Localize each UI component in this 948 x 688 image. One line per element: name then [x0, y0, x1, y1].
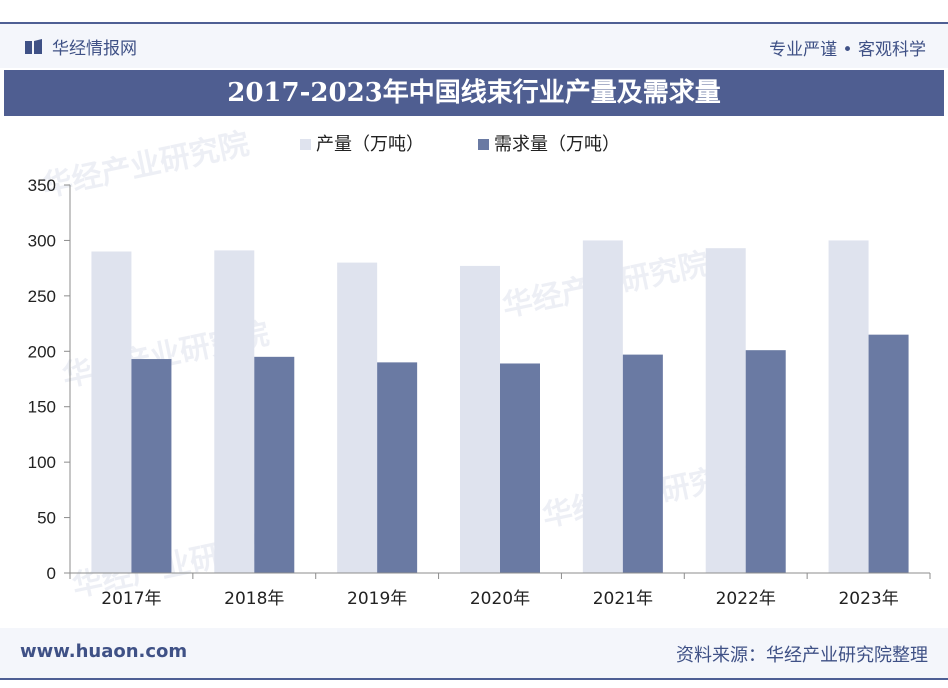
x-axis: 2017年 2018年 2019年 2020年 2021年 2022年 2023年 — [69, 572, 931, 609]
legend-swatch — [300, 139, 311, 150]
top-rule — [0, 22, 948, 24]
y-tick-label: 300 — [28, 231, 56, 250]
y-tick-label: 0 — [47, 564, 56, 583]
x-tick-label: 2023年 — [838, 589, 898, 609]
bar-demand — [622, 354, 663, 573]
legend-swatch — [478, 139, 489, 150]
brand-name: 华经情报网 — [52, 39, 137, 59]
bar-production — [828, 240, 869, 573]
y-tick-label: 100 — [28, 453, 56, 472]
bar-demand — [254, 356, 295, 573]
chart-title: 2017-2023年中国线束行业产量及需求量 — [227, 78, 721, 108]
x-tick-label: 2022年 — [716, 589, 776, 609]
y-tick-label: 150 — [28, 398, 56, 417]
brand[interactable]: 华经情报网 — [24, 34, 137, 59]
title-bar: 2017-2023年中国线束行业产量及需求量 — [4, 70, 944, 116]
footer-rule — [0, 678, 948, 680]
header-bar: 华经情报网 专业严谨 • 客观科学 — [0, 24, 948, 68]
book-logo-icon — [25, 38, 42, 54]
slogan: 专业严谨 • 客观科学 — [769, 40, 926, 60]
legend-label: 产量（万吨） — [316, 134, 424, 155]
bar-chart: 产量（万吨） 需求量（万吨） 0 50 100 150 200 250 300 350 2017… — [28, 134, 931, 609]
bar-production — [214, 250, 255, 574]
bars — [91, 240, 909, 574]
bar-production — [705, 248, 746, 573]
legend-label: 需求量（万吨） — [494, 134, 620, 155]
bar-production — [337, 262, 378, 573]
legend: 产量（万吨） 需求量（万吨） — [300, 134, 620, 155]
footer-source: 资料来源：华经产业研究院整理 — [676, 645, 928, 666]
x-tick-label: 2020年 — [470, 589, 530, 609]
y-tick-label: 250 — [28, 287, 56, 306]
x-tick-label: 2021年 — [593, 589, 653, 609]
bar-production — [582, 240, 623, 573]
y-tick-label: 50 — [37, 509, 56, 528]
bar-production — [460, 265, 500, 573]
bar-demand — [131, 359, 172, 573]
bar-demand — [745, 350, 786, 573]
y-axis: 0 50 100 150 200 250 300 350 — [28, 176, 71, 583]
y-tick-label: 200 — [28, 342, 56, 361]
bar-demand — [868, 334, 909, 573]
bar-demand — [377, 362, 418, 573]
x-tick-label: 2018年 — [224, 589, 284, 609]
footer-url[interactable]: www.huaon.com — [20, 641, 188, 662]
bar-demand — [500, 363, 540, 573]
bar-production — [91, 251, 132, 573]
x-tick-label: 2019年 — [347, 589, 407, 609]
y-tick-label: 350 — [28, 176, 56, 195]
x-tick-label: 2017年 — [101, 589, 161, 609]
footer-bar: www.huaon.com 资料来源：华经产业研究院整理 — [0, 628, 948, 678]
